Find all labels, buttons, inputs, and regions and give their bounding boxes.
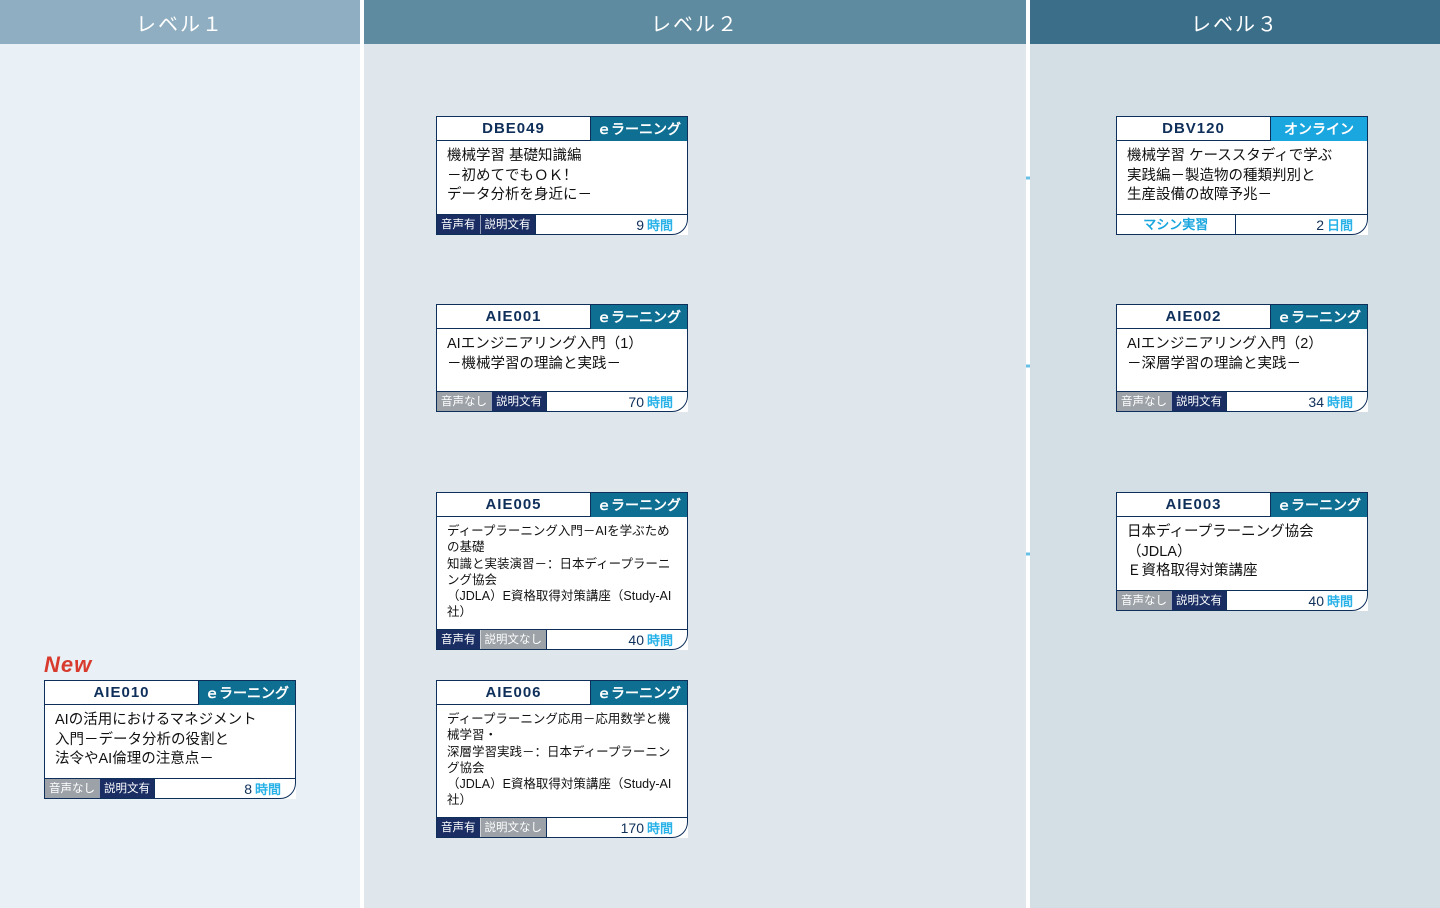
duration-unit: 時間 [1327,393,1353,412]
duration-value: 9 [636,215,644,235]
course-card[interactable]: AIE010ｅラーニングAIの活用におけるマネジメント 入門－データ分析の役割と… [44,680,296,799]
card-footer: マシン実習2日間 [1117,214,1367,234]
course-format-badge: ｅラーニング [1271,305,1367,329]
card-footer: 音声有説明文なし40時間 [437,629,687,649]
new-badge: New [44,652,92,678]
duration-value: 170 [621,818,644,838]
card-duration: 70時間 [547,392,687,411]
course-format-badge: ｅラーニング [199,681,295,705]
duration-unit: 時間 [255,780,281,799]
duration-unit: 時間 [647,631,673,650]
course-format-badge: ｅラーニング [591,305,687,329]
duration-value: 40 [628,630,644,650]
card-footer: 音声なし説明文有8時間 [45,778,295,798]
card-footer: 音声なし説明文有40時間 [1117,590,1367,610]
course-card[interactable]: AIE001ｅラーニングAIエンジニアリング入門（1） －機械学習の理論と実践－… [436,304,688,412]
course-title: 機械学習 基礎知識編 －初めてでもＯＫ！ データ分析を身近に－ [437,141,687,214]
duration-unit: 時間 [647,393,673,412]
course-title: AIエンジニアリング入門（1） －機械学習の理論と実践－ [437,329,687,391]
card-tag: 音声有 [437,630,480,649]
course-code: DBE049 [437,117,591,141]
card-tag: 音声なし [1117,392,1171,411]
card-tags: 音声有説明文なし [437,630,547,649]
card-tag: 説明文有 [1171,591,1226,610]
course-code: AIE001 [437,305,591,329]
card-duration: 40時間 [1227,591,1367,610]
card-tag: 説明文有 [491,392,546,411]
card-tag: 音声なし [437,392,491,411]
duration-value: 70 [628,392,644,412]
card-tags: 音声なし説明文有 [437,392,547,411]
course-card[interactable]: AIE006ｅラーニングディープラーニング応用－応用数学と機械学習・ 深層学習実… [436,680,688,838]
course-card[interactable]: DBV120オンライン機械学習 ケーススタディで学ぶ 実践編－製造物の種類判別と… [1116,116,1368,235]
course-format-badge: ｅラーニング [591,681,687,705]
column-header: レベル２ [364,0,1026,44]
card-footer: 音声なし説明文有34時間 [1117,391,1367,411]
course-code: AIE003 [1117,493,1271,517]
card-tag: 説明文有 [1171,392,1226,411]
column-header: レベル１ [0,0,360,44]
course-title: AIの活用におけるマネジメント 入門－データ分析の役割と 法令やAI倫理の注意点… [45,705,295,778]
course-code: AIE006 [437,681,591,705]
course-format-badge: ｅラーニング [1271,493,1367,517]
card-tag: 説明文有 [480,215,535,234]
course-card[interactable]: AIE003ｅラーニング日本ディープラーニング協会 （JDLA） Ｅ資格取得対策… [1116,492,1368,611]
column-header: レベル３ [1030,0,1440,44]
duration-value: 34 [1308,392,1324,412]
card-tags: 音声なし説明文有 [1117,591,1227,610]
duration-value: 2 [1316,215,1324,235]
course-format-badge: ｅラーニング [591,117,687,141]
duration-unit: 時間 [647,819,673,838]
card-tag: 説明文なし [480,630,547,649]
card-duration: 9時間 [536,215,688,234]
duration-value: 8 [244,779,252,799]
card-tag: 音声なし [1117,591,1171,610]
duration-unit: 時間 [1327,592,1353,611]
card-footer: 音声有説明文なし170時間 [437,817,687,837]
course-code: AIE005 [437,493,591,517]
course-code: AIE002 [1117,305,1271,329]
course-map-stage: レベル１レベル２レベル３DBE049ｅラーニング機械学習 基礎知識編 －初めてで… [0,0,1440,908]
card-duration: 34時間 [1227,392,1367,411]
card-duration: 40時間 [547,630,687,649]
card-foot-note: マシン実習 [1117,215,1236,234]
course-card[interactable]: AIE002ｅラーニングAIエンジニアリング入門（2） －深層学習の理論と実践－… [1116,304,1368,412]
duration-unit: 日間 [1327,216,1353,235]
card-tag: 説明文有 [99,779,154,798]
course-title: ディープラーニング入門－AIを学ぶための基礎 知識と実装演習－：日本ディープラー… [437,517,687,629]
card-tags: 音声有説明文有 [437,215,536,234]
course-title: 日本ディープラーニング協会 （JDLA） Ｅ資格取得対策講座 [1117,517,1367,590]
course-card[interactable]: DBE049ｅラーニング機械学習 基礎知識編 －初めてでもＯＫ！ データ分析を身… [436,116,688,235]
card-tag: 音声なし [45,779,99,798]
card-duration: 8時間 [155,779,295,798]
card-tags: 音声なし説明文有 [45,779,155,798]
card-footer: 音声なし説明文有70時間 [437,391,687,411]
course-card[interactable]: AIE005ｅラーニングディープラーニング入門－AIを学ぶための基礎 知識と実装… [436,492,688,650]
card-duration: 2日間 [1236,215,1368,234]
card-tags: 音声有説明文なし [437,818,547,837]
course-code: AIE010 [45,681,199,705]
course-format-badge: オンライン [1271,117,1367,141]
card-tags: 音声なし説明文有 [1117,392,1227,411]
duration-unit: 時間 [647,216,673,235]
card-tag: 説明文なし [480,818,547,837]
course-format-badge: ｅラーニング [591,493,687,517]
course-title: AIエンジニアリング入門（2） －深層学習の理論と実践－ [1117,329,1367,391]
duration-value: 40 [1308,591,1324,611]
course-code: DBV120 [1117,117,1271,141]
card-duration: 170時間 [547,818,687,837]
course-title: 機械学習 ケーススタディで学ぶ 実践編－製造物の種類判別と 生産設備の故障予兆－ [1117,141,1367,214]
card-tag: 音声有 [437,818,480,837]
card-tag: 音声有 [437,215,480,234]
card-footer: 音声有説明文有9時間 [437,214,687,234]
course-title: ディープラーニング応用－応用数学と機械学習・ 深層学習実践－：日本ディープラーニ… [437,705,687,817]
